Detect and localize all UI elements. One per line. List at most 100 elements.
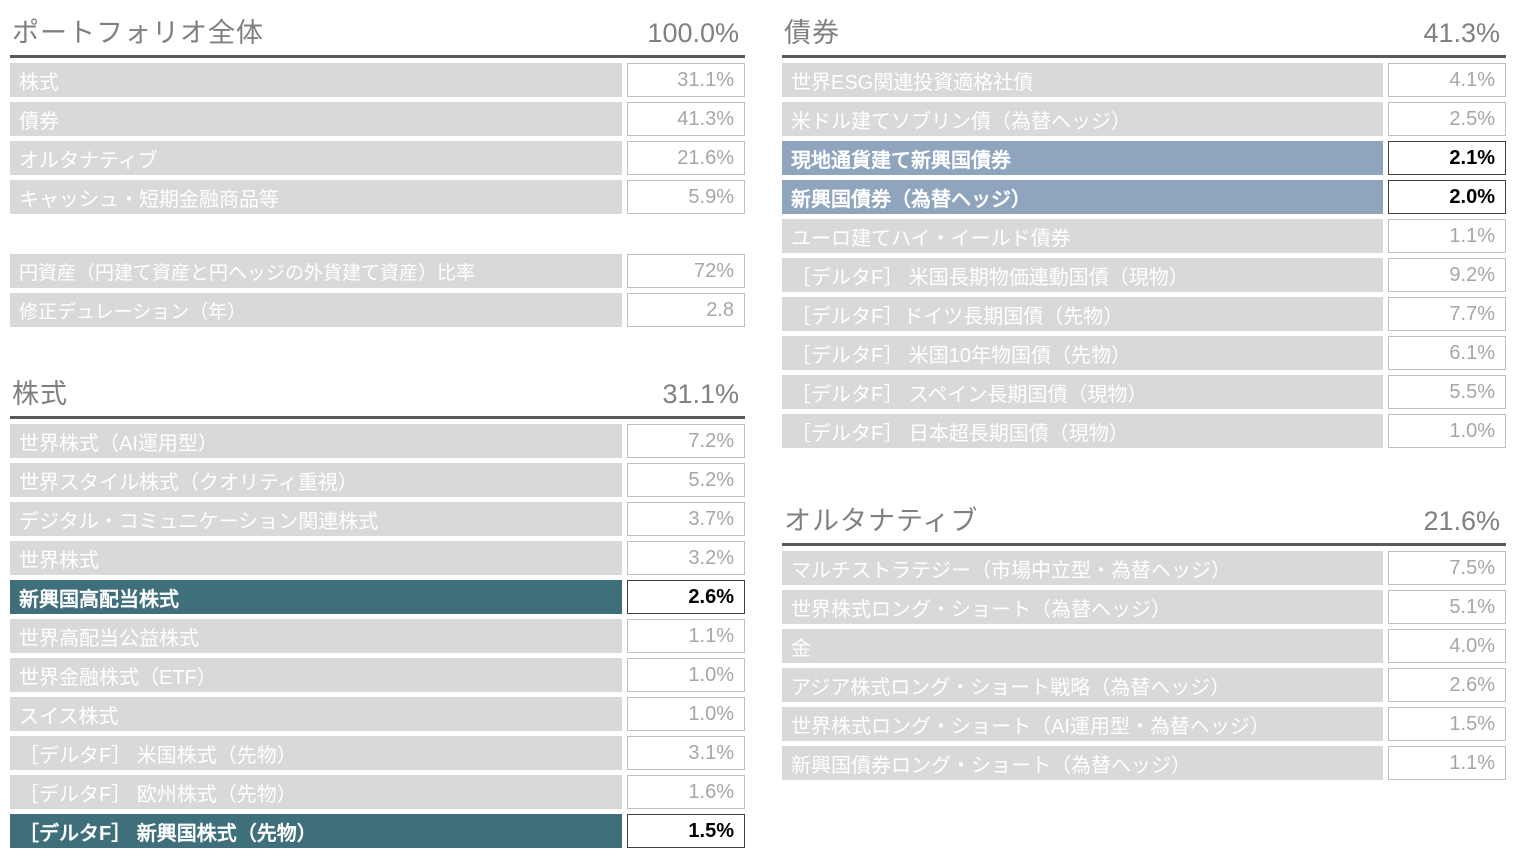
row-value: 1.5% <box>1388 707 1506 741</box>
row-value: 1.6% <box>627 775 745 809</box>
row-value: 1.0% <box>627 658 745 692</box>
table-row: 世界ESG関連投資適格社債 4.1% <box>782 63 1506 97</box>
row-label: ［デルタF］ 新興国株式（先物） <box>10 814 622 848</box>
table-row: ［デルタF］ 米国長期物価連動国債（現物） 9.2% <box>782 258 1506 292</box>
portfolio-rows: 株式 31.1% 債券 41.3% オルタナティブ 21.6% キャッシュ・短期… <box>10 63 745 219</box>
portfolio-section-header: ポートフォリオ全体 100.0% <box>10 8 745 58</box>
row-label: 新興国債券ロング・ショート（為替ヘッジ） <box>782 746 1383 780</box>
row-value: 7.7% <box>1388 297 1506 331</box>
row-value: 3.2% <box>627 541 745 575</box>
row-label: 株式 <box>10 63 622 97</box>
row-value: 5.1% <box>1388 590 1506 624</box>
metrics-rows: 円資産（円建て資産と円ヘッジの外貨建て資産）比率 72% 修正デュレーション（年… <box>10 254 745 332</box>
bonds-section-title: 債券 <box>784 18 840 48</box>
right-column: 債券 41.3% 世界ESG関連投資適格社債 4.1% 米ドル建てソブリン債（為… <box>782 8 1506 853</box>
row-value: 6.1% <box>1388 336 1506 370</box>
row-value: 2.0% <box>1388 180 1506 214</box>
row-label: 世界株式 <box>10 541 622 575</box>
row-label: 世界株式（AI運用型） <box>10 424 622 458</box>
table-row: 株式 31.1% <box>10 63 745 97</box>
row-value: 2.6% <box>627 580 745 614</box>
table-row: デジタル・コミュニケーション関連株式 3.7% <box>10 502 745 536</box>
row-value: 1.1% <box>1388 746 1506 780</box>
row-value: 3.1% <box>627 736 745 770</box>
row-value: 2.8 <box>627 293 745 327</box>
table-row: 世界株式ロング・ショート（AI運用型・為替ヘッジ） 1.5% <box>782 707 1506 741</box>
table-row: オルタナティブ 21.6% <box>10 141 745 175</box>
row-label: 新興国債券（為替ヘッジ） <box>782 180 1383 214</box>
table-row: ［デルタF］ スペイン長期国債（現物） 5.5% <box>782 375 1506 409</box>
table-row: アジア株式ロング・ショート戦略（為替ヘッジ） 2.6% <box>782 668 1506 702</box>
row-value: 31.1% <box>627 63 745 97</box>
table-row: ［デルタF］ 米国株式（先物） 3.1% <box>10 736 745 770</box>
row-label: 債券 <box>10 102 622 136</box>
row-label: オルタナティブ <box>10 141 622 175</box>
row-label: 世界高配当公益株式 <box>10 619 622 653</box>
row-label: デジタル・コミュニケーション関連株式 <box>10 502 622 536</box>
left-column: ポートフォリオ全体 100.0% 株式 31.1% 債券 41.3% オルタナテ… <box>10 8 745 853</box>
row-value: 2.5% <box>1388 102 1506 136</box>
table-row: 米ドル建てソブリン債（為替ヘッジ） 2.5% <box>782 102 1506 136</box>
row-label: キャッシュ・短期金融商品等 <box>10 180 622 214</box>
row-label: ［デルタF］ 欧州株式（先物） <box>10 775 622 809</box>
table-row-highlighted: ［デルタF］ 新興国株式（先物） 1.5% <box>10 814 745 848</box>
table-row: 債券 41.3% <box>10 102 745 136</box>
portfolio-section-total: 100.0% <box>647 18 739 48</box>
row-value: 2.6% <box>1388 668 1506 702</box>
table-row: 金 4.0% <box>782 629 1506 663</box>
bonds-section-header: 債券 41.3% <box>782 8 1506 58</box>
row-value: 1.0% <box>627 697 745 731</box>
spacer <box>10 332 745 369</box>
table-row: マルチストラテジー（市場中立型・為替ヘッジ） 7.5% <box>782 551 1506 585</box>
alternatives-section-total: 21.6% <box>1423 506 1500 536</box>
row-value: 1.1% <box>1388 219 1506 253</box>
row-label: 世界スタイル株式（クオリティ重視） <box>10 463 622 497</box>
section-equity: 株式 31.1% 世界株式（AI運用型） 7.2% 世界スタイル株式（クオリティ… <box>10 369 745 853</box>
equity-section-title: 株式 <box>12 379 68 409</box>
row-label: 円資産（円建て資産と円ヘッジの外貨建て資産）比率 <box>10 254 622 288</box>
row-value: 4.0% <box>1388 629 1506 663</box>
row-label: 修正デュレーション（年） <box>10 293 622 327</box>
row-label: 世界金融株式（ETF） <box>10 658 622 692</box>
row-label: アジア株式ロング・ショート戦略（為替ヘッジ） <box>782 668 1383 702</box>
table-row: ［デルタF］ 米国10年物国債（先物） 6.1% <box>782 336 1506 370</box>
row-value: 21.6% <box>627 141 745 175</box>
table-row-highlighted: 新興国高配当株式 2.6% <box>10 580 745 614</box>
row-label: 現地通貨建て新興国債券 <box>782 141 1383 175</box>
section-portfolio-total: ポートフォリオ全体 100.0% 株式 31.1% 債券 41.3% オルタナテ… <box>10 8 745 219</box>
row-value: 7.2% <box>627 424 745 458</box>
row-value: 3.7% <box>627 502 745 536</box>
table-row-highlighted: 新興国債券（為替ヘッジ） 2.0% <box>782 180 1506 214</box>
table-row: 世界株式ロング・ショート（為替ヘッジ） 5.1% <box>782 590 1506 624</box>
table-row: ［デルタF］ 日本超長期国債（現物） 1.0% <box>782 414 1506 448</box>
row-value: 2.1% <box>1388 141 1506 175</box>
row-label: ［デルタF］ 米国株式（先物） <box>10 736 622 770</box>
row-label: スイス株式 <box>10 697 622 731</box>
row-label: ［デルタF］ 日本超長期国債（現物） <box>782 414 1383 448</box>
row-label: ［デルタF］ドイツ長期国債（先物） <box>782 297 1383 331</box>
bonds-section-total: 41.3% <box>1423 18 1500 48</box>
row-value: 5.5% <box>1388 375 1506 409</box>
table-row: 世界株式（AI運用型） 7.2% <box>10 424 745 458</box>
row-label: 金 <box>782 629 1383 663</box>
row-label: ［デルタF］ 米国長期物価連動国債（現物） <box>782 258 1383 292</box>
row-label: 世界ESG関連投資適格社債 <box>782 63 1383 97</box>
row-value: 9.2% <box>1388 258 1506 292</box>
row-label: 世界株式ロング・ショート（AI運用型・為替ヘッジ） <box>782 707 1383 741</box>
row-value: 4.1% <box>1388 63 1506 97</box>
row-label: ［デルタF］ 米国10年物国債（先物） <box>782 336 1383 370</box>
row-label: 新興国高配当株式 <box>10 580 622 614</box>
table-row: 円資産（円建て資産と円ヘッジの外貨建て資産）比率 72% <box>10 254 745 288</box>
alternatives-rows: マルチストラテジー（市場中立型・為替ヘッジ） 7.5% 世界株式ロング・ショート… <box>782 551 1506 785</box>
row-value: 5.2% <box>627 463 745 497</box>
table-row: ［デルタF］ 欧州株式（先物） 1.6% <box>10 775 745 809</box>
table-row: 世界スタイル株式（クオリティ重視） 5.2% <box>10 463 745 497</box>
table-row-highlighted: 現地通貨建て新興国債券 2.1% <box>782 141 1506 175</box>
row-label: 米ドル建てソブリン債（為替ヘッジ） <box>782 102 1383 136</box>
row-value: 1.1% <box>627 619 745 653</box>
row-label: マルチストラテジー（市場中立型・為替ヘッジ） <box>782 551 1383 585</box>
spacer <box>10 219 745 254</box>
row-label: ユーロ建てハイ・イールド債券 <box>782 219 1383 253</box>
table-row: キャッシュ・短期金融商品等 5.9% <box>10 180 745 214</box>
